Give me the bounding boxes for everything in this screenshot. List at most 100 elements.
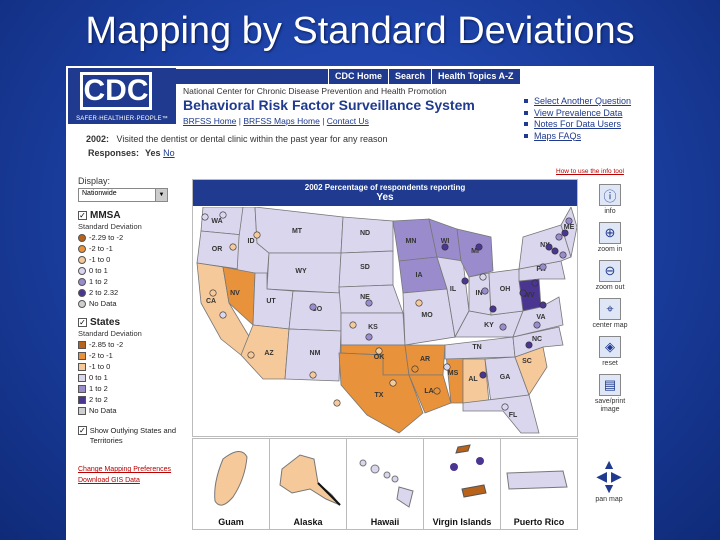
state-tx[interactable]: [338, 352, 424, 434]
mmsa-dot[interactable]: [559, 251, 567, 259]
inset-guam[interactable]: Guam: [193, 439, 270, 529]
mmsa-dot[interactable]: [501, 403, 509, 411]
state-label: WV: [523, 292, 535, 299]
center-map-icon[interactable]: ⌖: [599, 298, 621, 320]
save-icon[interactable]: ▤: [599, 374, 621, 396]
mmsa-dot[interactable]: [209, 289, 217, 297]
nav-health-topics[interactable]: Health Topics A-Z: [431, 69, 520, 84]
legend-row: 0 to 1: [78, 372, 191, 383]
mmsa-dot[interactable]: [545, 243, 553, 251]
legend-swatch: [78, 340, 86, 349]
state-va[interactable]: [512, 296, 564, 338]
mmsa-dot[interactable]: [201, 213, 209, 221]
legend-label: 1 to 2: [89, 384, 108, 393]
link-maps-home[interactable]: BRFSS Maps Home: [243, 116, 320, 126]
mmsa-dot[interactable]: [253, 231, 261, 239]
mmsa-dot[interactable]: [561, 229, 569, 237]
responses: Responses: Yes No: [88, 148, 175, 158]
info-icon[interactable]: ⓘ: [599, 184, 621, 206]
legend-label: -2 to -1: [89, 351, 113, 360]
header: CDC SAFER·HEALTHIER·PEOPLE™ CDC Home Sea…: [66, 66, 654, 141]
mmsa-dot[interactable]: [365, 299, 373, 307]
mmsa-dot[interactable]: [247, 351, 255, 359]
mmsa-dot[interactable]: [375, 347, 383, 355]
link-prevalence[interactable]: View Prevalence Data: [524, 108, 654, 118]
chevron-down-icon: ▼: [155, 189, 167, 201]
mmsa-dot[interactable]: [461, 277, 469, 285]
mmsa-dot[interactable]: [551, 247, 559, 255]
mmsa-dot[interactable]: [539, 301, 547, 309]
mmsa-dot[interactable]: [415, 299, 423, 307]
inset-puerto-rico[interactable]: Puerto Rico: [501, 439, 577, 529]
mmsa-dot[interactable]: [479, 371, 487, 379]
mmsa-dot[interactable]: [229, 243, 237, 251]
pan-left-icon[interactable]: ◀: [596, 468, 608, 484]
legend-label: 2 to 2.32: [89, 288, 119, 297]
legend-swatch: [78, 288, 86, 297]
mmsa-dot[interactable]: [219, 211, 227, 219]
mmsa-dot[interactable]: [519, 289, 527, 297]
state-label: WI: [441, 238, 450, 245]
outlying-checkbox[interactable]: ✓: [78, 426, 87, 435]
download-gis-link[interactable]: Download GIS Data: [78, 477, 140, 484]
mmsa-dot[interactable]: [531, 279, 539, 287]
link-brfss-home[interactable]: BRFSS Home: [183, 116, 237, 126]
mmsa-dot[interactable]: [565, 217, 573, 225]
mmsa-dot[interactable]: [499, 323, 507, 331]
mmsa-dot[interactable]: [333, 399, 341, 407]
legend-swatch: [78, 406, 86, 415]
mmsa-dot[interactable]: [489, 305, 497, 313]
us-map[interactable]: 2002 Percentage of respondents reporting…: [192, 179, 578, 437]
mmsa-checkbox[interactable]: ✓: [78, 211, 87, 220]
state-label: CO: [312, 306, 323, 313]
mmsa-dot[interactable]: [441, 243, 449, 251]
mmsa-dot[interactable]: [525, 341, 533, 349]
mmsa-dot[interactable]: [539, 263, 547, 271]
link-select-question[interactable]: Select Another Question: [524, 96, 654, 106]
pan-right-icon[interactable]: ▶: [610, 468, 622, 484]
link-contact[interactable]: Contact Us: [326, 116, 369, 126]
display-select[interactable]: Nationwide ▼: [78, 188, 168, 202]
nav-cdc-home[interactable]: CDC Home: [328, 69, 388, 84]
state-me[interactable]: [560, 207, 577, 258]
link-faqs[interactable]: Maps FAQs: [524, 131, 654, 141]
screenshot: CDC SAFER·HEALTHIER·PEOPLE™ CDC Home Sea…: [66, 66, 654, 540]
inset-virgin-islands[interactable]: Virgin Islands: [424, 439, 501, 529]
states-checkbox[interactable]: ✓: [78, 318, 87, 327]
inset-hawaii[interactable]: Hawaii: [347, 439, 424, 529]
state-ne[interactable]: [338, 284, 404, 314]
mmsa-dot[interactable]: [481, 287, 489, 295]
mmsa-dot[interactable]: [309, 303, 317, 311]
zoom-out-icon[interactable]: ⊖: [599, 260, 621, 282]
mmsa-dot[interactable]: [389, 379, 397, 387]
mmsa-dot[interactable]: [309, 371, 317, 379]
inset-alaska[interactable]: Alaska: [270, 439, 347, 529]
change-prefs-link[interactable]: Change Mapping Preferences: [78, 466, 172, 473]
zoom-in-icon[interactable]: ⊕: [599, 222, 621, 244]
mmsa-dot[interactable]: [365, 333, 373, 341]
mmsa-dot[interactable]: [433, 387, 441, 395]
cdc-logo[interactable]: CDC SAFER·HEALTHIER·PEOPLE™: [68, 68, 176, 124]
state-nm[interactable]: [284, 328, 342, 382]
mmsa-dot[interactable]: [533, 321, 541, 329]
link-notes[interactable]: Notes For Data Users: [524, 119, 654, 129]
mmsa-dot[interactable]: [349, 321, 357, 329]
mmsa-dot[interactable]: [411, 365, 419, 373]
legend-row: -2 to -1: [78, 243, 191, 254]
state-mi[interactable]: [456, 228, 494, 278]
mmsa-dot[interactable]: [475, 243, 483, 251]
pan-up-icon[interactable]: ▲: [602, 456, 616, 472]
response-no-link[interactable]: No: [163, 148, 175, 158]
pan-down-icon[interactable]: ▼: [602, 480, 616, 496]
howto-link[interactable]: How to use the info tool: [556, 168, 624, 175]
reset-icon[interactable]: ◈: [599, 336, 621, 358]
legend-swatch: [78, 299, 86, 308]
state-az[interactable]: [240, 324, 290, 380]
state-nc[interactable]: [512, 326, 564, 358]
mmsa-dot[interactable]: [479, 273, 487, 281]
mmsa-dot[interactable]: [219, 311, 227, 319]
mmsa-dot[interactable]: [555, 233, 563, 241]
nav-search[interactable]: Search: [388, 69, 431, 84]
center-subtitle: National Center for Chronic Disease Prev…: [183, 86, 447, 96]
mmsa-dot[interactable]: [443, 363, 451, 371]
